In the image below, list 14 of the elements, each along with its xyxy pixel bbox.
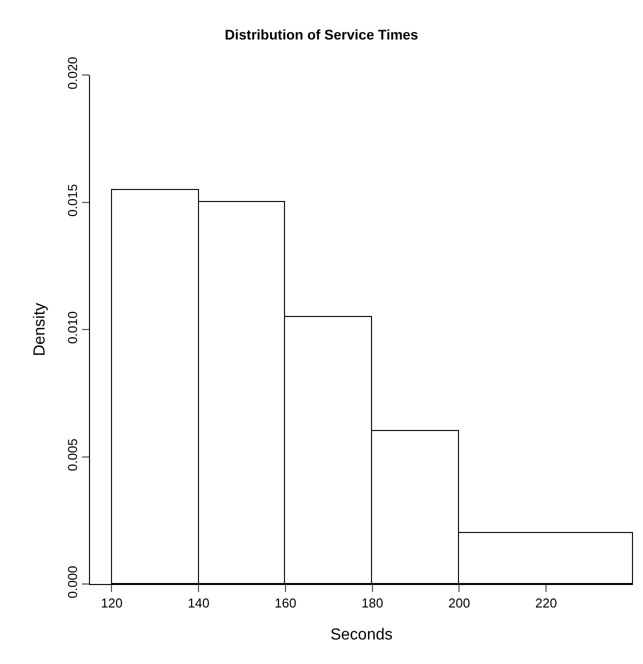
x-tick-label: 200	[448, 596, 470, 611]
y-tick-label: 0.015	[64, 184, 80, 217]
y-tick-label: 0.020	[64, 56, 80, 90]
x-tick-label: 180	[362, 596, 384, 611]
chart-title: Distribution of Service Times	[224, 26, 418, 43]
y-tick-label: 0.000	[64, 566, 80, 598]
y-axis-title: Density	[32, 302, 49, 356]
x-tick-label: 160	[274, 596, 296, 611]
x-tick-label: 220	[535, 596, 557, 611]
x-tick-label: 140	[188, 596, 210, 611]
x-axis-title: Seconds	[330, 626, 393, 644]
x-tick-label: 120	[100, 596, 123, 611]
y-tick-label: 0.005	[64, 438, 80, 472]
y-tick-label: 0.010	[64, 311, 80, 344]
